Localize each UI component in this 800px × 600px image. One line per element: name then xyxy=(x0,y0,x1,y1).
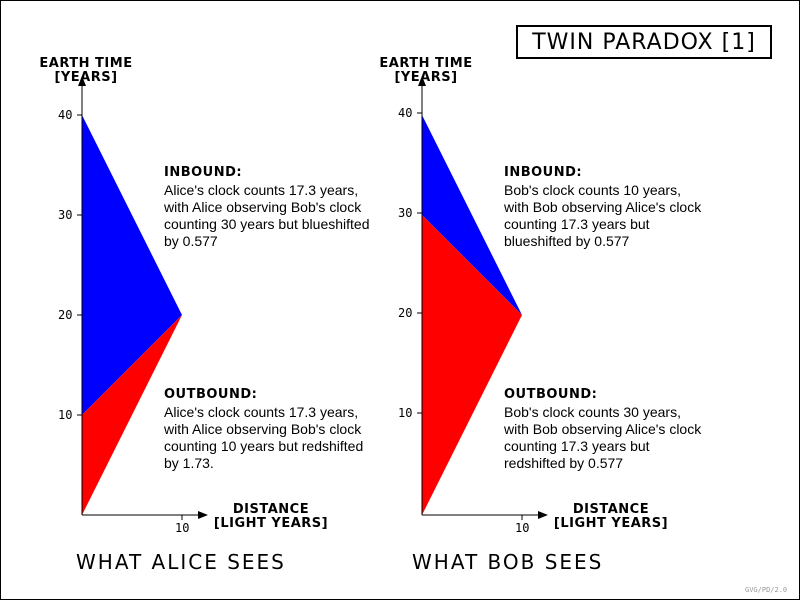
bob-x-axis-label: DISTANCE [LIGHT YEARS] xyxy=(546,503,676,531)
alice-x-tick-label-10: 10 xyxy=(175,521,190,535)
bob-y-axis-label-line2: [YEARS] xyxy=(394,70,458,85)
alice-inbound-title: INBOUND: xyxy=(164,165,243,180)
bob-y-tick-label-30: 30 xyxy=(398,206,413,220)
bob-caption: WHAT BOB SEES xyxy=(412,550,604,574)
alice-caption: WHAT ALICE SEES xyxy=(76,550,286,574)
alice-y-axis-arrow xyxy=(78,76,86,86)
bob-inbound-title: INBOUND: xyxy=(504,165,583,180)
alice-outbound-text: Alice's clock counts 17.3 years, with Al… xyxy=(164,404,364,471)
alice-x-axis-label-line2: [LIGHT YEARS] xyxy=(213,516,329,531)
bob-x-tick-label-10: 10 xyxy=(515,521,530,535)
alice-x-axis-arrow xyxy=(198,511,208,519)
alice-y-axis-label-line1: EARTH TIME xyxy=(39,56,133,71)
alice-x-axis-label-line1: DISTANCE xyxy=(232,502,310,517)
bob-y-tick-label-40: 40 xyxy=(398,106,413,120)
bob-outbound-region xyxy=(422,215,522,515)
bob-y-tick-label-10: 10 xyxy=(398,406,413,420)
bob-y-axis-label: EARTH TIME [YEARS] xyxy=(368,57,484,85)
diagram-title: TWIN PARADOX [1] xyxy=(516,25,772,59)
alice-y-axis-label-line2: [YEARS] xyxy=(54,70,118,85)
bob-x-axis-label-line2: [LIGHT YEARS] xyxy=(553,516,669,531)
bob-outbound-title: OUTBOUND: xyxy=(504,387,598,402)
alice-y-tick-label-30: 30 xyxy=(58,208,73,222)
alice-outbound-region xyxy=(82,315,182,515)
bob-inbound-region xyxy=(422,115,522,315)
bob-y-tick-label-20: 20 xyxy=(398,306,413,320)
alice-y-tick-label-10: 10 xyxy=(58,408,73,422)
bob-inbound-text: Bob's clock counts 10 years, with Bob ob… xyxy=(504,182,702,249)
bob-y-axis-label-line1: EARTH TIME xyxy=(379,56,473,71)
bob-x-axis-arrow xyxy=(538,511,548,519)
credit-text: GVG/PD/2.0 xyxy=(745,586,788,594)
alice-y-axis-label: EARTH TIME [YEARS] xyxy=(28,57,144,85)
bob-y-axis-arrow xyxy=(418,76,426,86)
alice-x-axis-label: DISTANCE [LIGHT YEARS] xyxy=(206,503,336,531)
bob-outbound-text: Bob's clock counts 30 years, with Bob ob… xyxy=(504,404,702,471)
alice-y-tick-label-20: 20 xyxy=(58,308,73,322)
alice-outbound-title: OUTBOUND: xyxy=(164,387,258,402)
alice-y-tick-label-40: 40 xyxy=(58,108,73,122)
alice-inbound-text: Alice's clock counts 17.3 years, with Al… xyxy=(164,182,370,249)
bob-x-axis-label-line1: DISTANCE xyxy=(572,502,650,517)
